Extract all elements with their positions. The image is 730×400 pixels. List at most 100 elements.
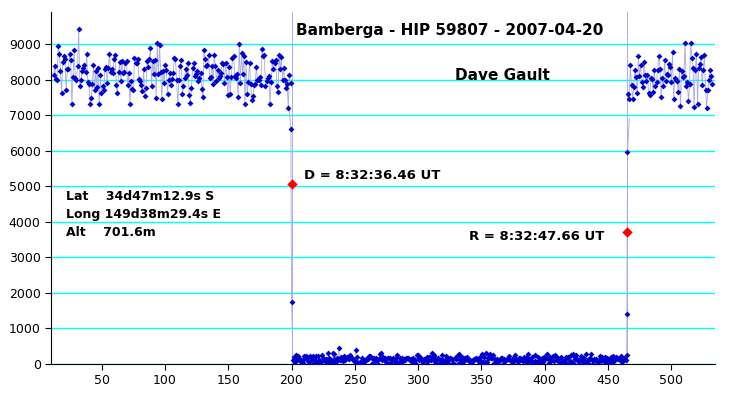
- Point: [508, 354, 520, 360]
- Point: [518, 358, 529, 364]
- Point: [456, 359, 467, 365]
- Point: [141, 58, 153, 65]
- Point: [491, 356, 503, 362]
- Point: [96, 90, 107, 96]
- Point: [201, 63, 212, 70]
- Point: [232, 94, 244, 100]
- Point: [153, 71, 164, 77]
- Point: [495, 355, 507, 362]
- Point: [531, 359, 543, 365]
- Point: [156, 96, 168, 102]
- Point: [612, 356, 623, 362]
- Point: [701, 105, 712, 112]
- Point: [664, 64, 676, 70]
- Point: [181, 72, 193, 78]
- Point: [499, 356, 510, 362]
- Point: [134, 78, 146, 84]
- Point: [699, 87, 711, 94]
- Point: [326, 359, 337, 365]
- Point: [625, 61, 637, 68]
- Point: [291, 356, 303, 362]
- Point: [449, 354, 461, 361]
- Point: [404, 357, 415, 364]
- Point: [303, 359, 315, 365]
- Point: [123, 70, 134, 76]
- Point: [669, 75, 680, 81]
- Point: [352, 359, 364, 365]
- Point: [604, 356, 615, 362]
- Point: [148, 71, 160, 78]
- Point: [199, 56, 211, 62]
- Point: [566, 359, 577, 365]
- Point: [228, 53, 239, 59]
- Point: [433, 355, 445, 362]
- Point: [169, 54, 180, 61]
- Point: [377, 354, 389, 360]
- Point: [149, 57, 161, 63]
- Point: [676, 68, 688, 74]
- Point: [606, 358, 618, 365]
- Point: [466, 357, 478, 364]
- Point: [418, 356, 430, 362]
- Point: [443, 356, 455, 362]
- Point: [450, 356, 461, 362]
- Point: [288, 354, 299, 361]
- Point: [163, 77, 174, 83]
- Point: [689, 66, 701, 73]
- Point: [425, 356, 437, 363]
- Point: [374, 351, 386, 357]
- Point: [206, 62, 218, 69]
- Point: [694, 61, 706, 67]
- Point: [404, 358, 416, 365]
- Point: [620, 356, 631, 363]
- Point: [461, 356, 472, 362]
- Point: [445, 355, 456, 361]
- Point: [354, 359, 366, 365]
- Point: [102, 65, 114, 71]
- Point: [637, 84, 649, 90]
- Point: [561, 355, 573, 361]
- Point: [363, 353, 374, 359]
- Point: [417, 359, 429, 365]
- Point: [585, 350, 597, 357]
- Point: [73, 25, 85, 32]
- Point: [682, 79, 694, 86]
- Point: [66, 101, 77, 107]
- Point: [692, 101, 704, 108]
- Point: [648, 88, 659, 95]
- Point: [552, 355, 564, 362]
- Point: [331, 355, 343, 361]
- Point: [580, 350, 592, 357]
- Point: [205, 73, 217, 80]
- Point: [652, 66, 664, 73]
- Point: [658, 57, 670, 63]
- Point: [337, 356, 348, 362]
- Point: [299, 353, 310, 360]
- Point: [545, 356, 557, 363]
- Point: [255, 82, 266, 88]
- Point: [512, 359, 523, 365]
- Point: [514, 356, 526, 363]
- Point: [504, 357, 515, 363]
- Point: [396, 355, 407, 361]
- Point: [51, 77, 63, 83]
- Point: [169, 56, 181, 62]
- Point: [541, 351, 553, 357]
- Point: [557, 361, 569, 367]
- Point: [278, 65, 290, 72]
- Point: [591, 357, 603, 364]
- Point: [705, 73, 717, 79]
- Point: [626, 82, 637, 89]
- Point: [229, 72, 241, 79]
- Point: [599, 359, 610, 365]
- Point: [161, 67, 172, 74]
- Point: [451, 352, 463, 359]
- Point: [385, 359, 397, 365]
- Point: [499, 358, 511, 364]
- Point: [277, 77, 288, 83]
- Point: [69, 75, 81, 82]
- Point: [210, 62, 221, 69]
- Point: [375, 350, 387, 357]
- Point: [662, 72, 674, 78]
- Point: [126, 78, 137, 84]
